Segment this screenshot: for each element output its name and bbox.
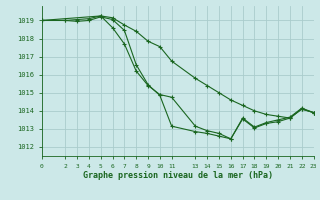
X-axis label: Graphe pression niveau de la mer (hPa): Graphe pression niveau de la mer (hPa) [83, 171, 273, 180]
